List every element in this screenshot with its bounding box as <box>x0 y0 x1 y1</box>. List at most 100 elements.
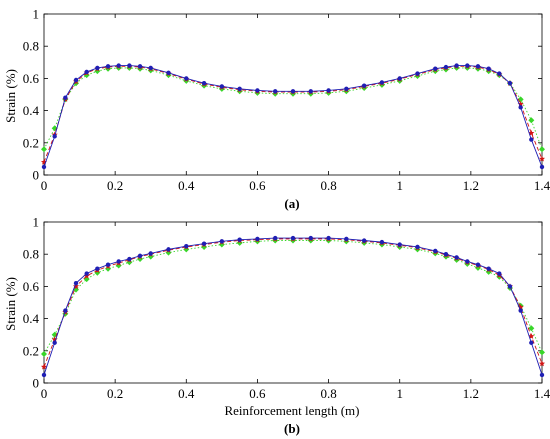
panel-b-series-1-point <box>308 235 313 241</box>
panel-a-ytick-label: 0 <box>33 168 40 183</box>
panel-b-xtick-label: 1.2 <box>463 386 479 401</box>
panel-b-series-1-point <box>518 308 523 313</box>
panel-a-series-1-point <box>507 81 513 86</box>
panel-b-series-1-point <box>105 262 111 267</box>
panel-a-xtick-label: 0.2 <box>107 178 123 193</box>
panel-b-series-1-point <box>255 236 260 242</box>
panel-b-series-1 <box>41 235 545 378</box>
panel-b-series-2-point <box>51 336 58 343</box>
panel-b-series-3-point <box>147 253 154 260</box>
panel-a-xtick-label: 0.8 <box>320 178 336 193</box>
panel-b-series-2-point <box>40 363 48 370</box>
panel-b-series-1-point <box>379 239 385 245</box>
panel-a-series-2-line <box>43 65 543 163</box>
panel-a-series-2-point <box>517 100 524 107</box>
panel-b-series-3-point <box>165 249 172 256</box>
panel-b-series-1-point <box>95 266 100 271</box>
panel-b-series-1-point <box>116 259 121 264</box>
panel-b-xtick-label: 0.4 <box>178 386 195 401</box>
panel-a-ytick-label: 0.6 <box>23 71 40 86</box>
panel-b-series-1-point <box>486 266 491 271</box>
panel-a-axes-frame <box>43 13 543 176</box>
panel-b-series-1-line <box>43 237 543 376</box>
panel-b-series-3 <box>41 237 545 358</box>
panel-b-series-1-point <box>52 340 57 345</box>
panel-b: 0 0.2 0.4 0.6 0.8 1 1.2 1.4 0 0.2 0.4 0.6 0.8 1 Strai… <box>3 215 550 437</box>
panel-a-series-1-line <box>43 65 543 168</box>
panel-b-series-2-line <box>43 238 543 368</box>
panel-a-series-1-point <box>397 76 402 81</box>
panel-a-series-1-point <box>539 164 545 170</box>
panel-a-series-1-point <box>148 65 153 71</box>
panel-b-xtick-label: 0 <box>41 386 48 401</box>
panel-b-series-1-point <box>415 244 420 250</box>
panel-b-series-3-point <box>528 325 535 332</box>
panel-a-series-3-point <box>528 117 535 124</box>
panel-a-xtick-label: 1.4 <box>534 178 550 193</box>
panel-b-series-1-point <box>73 280 79 286</box>
panel-b-series-1-point <box>361 238 367 243</box>
panel-b-series-1-point <box>201 241 207 246</box>
panel-a-series-1-point <box>454 63 459 68</box>
panel-a-series-1-point <box>63 95 68 100</box>
panel-a-series-1-point <box>518 105 523 110</box>
panel-a-series-1-point <box>137 64 143 69</box>
panel-b-ytick-label: 0.6 <box>23 279 40 294</box>
panel-b-series-1-point <box>184 243 189 249</box>
panel-b-series-1-point <box>539 372 545 378</box>
panel-b-series-1-point <box>443 252 449 257</box>
panel-b-series-1-point <box>507 284 513 289</box>
panel-a-series-3 <box>41 64 545 153</box>
panel-b-plot-area: 0 0.2 0.4 0.6 0.8 1 1.2 1.4 0 0.2 0.4 0.6 0.8 1 <box>23 215 550 402</box>
panel-b-series-1-point <box>326 235 331 241</box>
panel-b-series-3-point <box>236 239 243 246</box>
panel-b-series-3-point <box>115 262 122 269</box>
panel-b-series-1-point <box>475 262 481 267</box>
panel-b-axes-frame <box>43 221 543 384</box>
panel-a-xtick-label: 0.4 <box>178 178 195 193</box>
panel-b-series-1-point <box>148 251 153 256</box>
panel-a-ylabel: Strain (%) <box>3 69 18 123</box>
panel-b-series-1-point <box>273 235 278 241</box>
panel-a-series-1-point <box>95 65 100 71</box>
panel-a-series-1-point <box>105 64 111 69</box>
panel-a-series-1-point <box>433 66 438 71</box>
panel-b-series-1-point <box>63 308 68 313</box>
panel-a-series-1-point <box>84 69 89 75</box>
panel-b-ytick-label: 0 <box>33 376 40 391</box>
panel-a-series-1-point <box>52 134 57 139</box>
panel-b-series-1-point <box>137 253 143 259</box>
panel-a-series-1-point <box>379 80 385 85</box>
panel-a-series-1-point <box>344 86 349 92</box>
panel-b-series-1-point <box>454 255 459 260</box>
panel-a-series-1-point <box>465 63 470 68</box>
panel-a-series-1-point <box>415 71 420 76</box>
panel-a-series-1-point <box>184 76 189 81</box>
panel-a-series-1-point <box>201 81 207 86</box>
panel-a-series-1-point <box>166 70 171 75</box>
panel-b-series-1-point <box>290 235 296 241</box>
panel-b-series-3-point <box>183 246 190 253</box>
panel-b-series-1-point <box>397 242 402 247</box>
panel-a-series-3-point <box>41 146 47 153</box>
panel-b-series-1-point <box>127 256 132 262</box>
panel-b-series-1-point <box>166 247 171 252</box>
panel-b-ytick-label: 0.8 <box>23 247 39 262</box>
panel-a-series-1-point <box>529 137 534 142</box>
panel-b-series-1-point <box>433 248 438 254</box>
panel-b-series-1-point <box>237 237 242 242</box>
panel-b-series-3-point <box>201 243 208 250</box>
panel-b-xtick-label: 1.4 <box>534 386 550 401</box>
panel-b-xtick-label: 0.8 <box>320 386 336 401</box>
panel-a-series-1-point <box>255 88 260 93</box>
panel-a-ytick-label: 0.8 <box>23 39 39 54</box>
panel-a-ytick-label: 0.2 <box>23 135 39 150</box>
panel-a-xtick-label: 1 <box>396 178 403 193</box>
panel-b-ytick-label: 0.4 <box>23 311 40 326</box>
panel-a-series-1-point <box>475 64 481 69</box>
panel-a-series-2-point <box>538 155 546 162</box>
panel-a-series-1-point <box>497 71 502 76</box>
panel-a-series-1-point <box>127 63 132 68</box>
panel-a-xtick-label: 0 <box>41 178 48 193</box>
panel-b-series-1-point <box>465 259 470 264</box>
